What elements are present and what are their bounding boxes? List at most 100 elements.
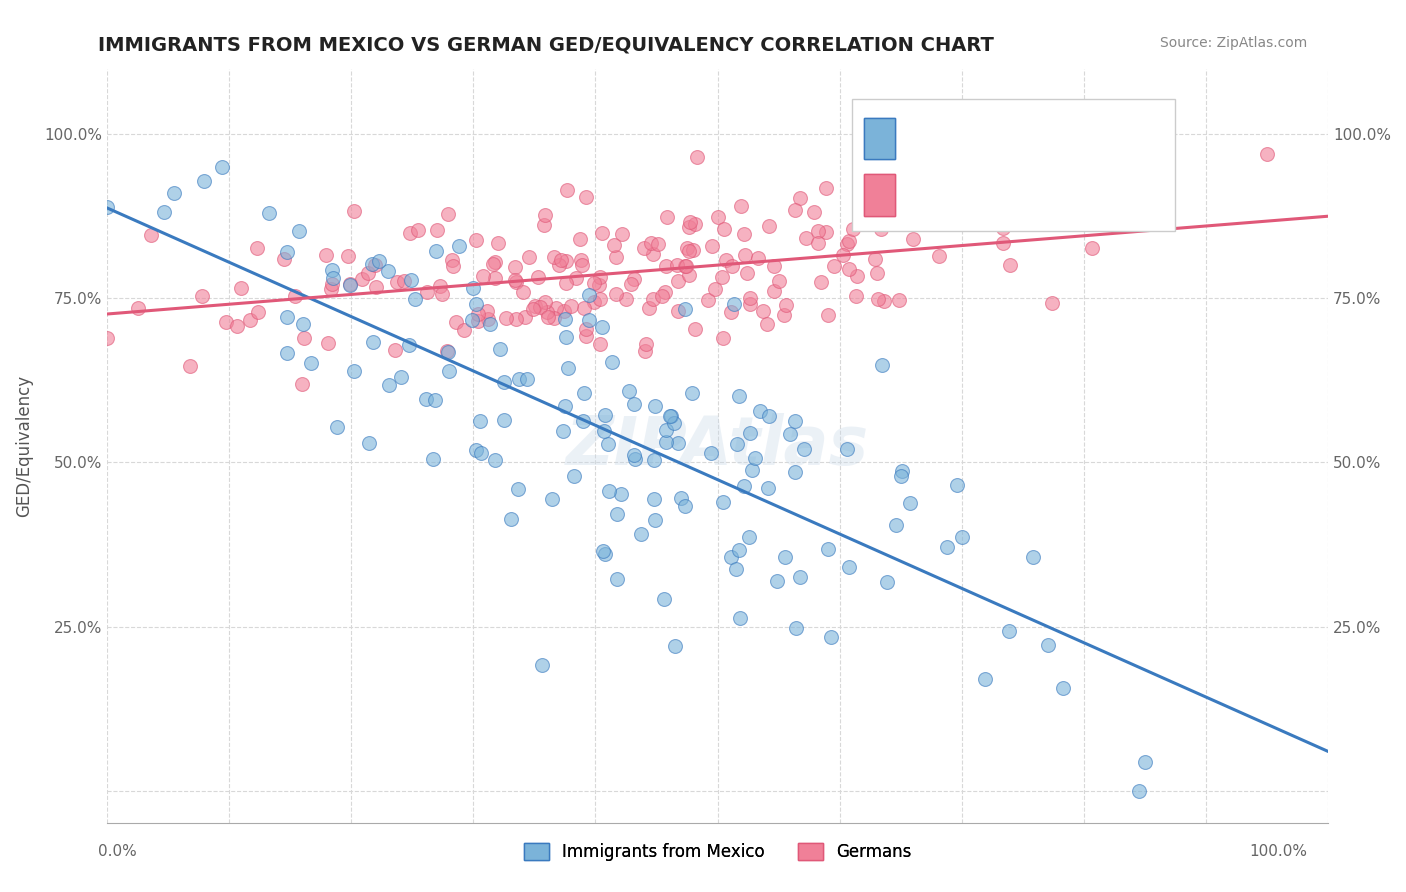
Point [482, 257, 505, 271]
Point [728, 611, 751, 625]
Point [554, 312, 576, 326]
Point [873, 294, 896, 309]
Point [779, 427, 801, 442]
Point [141, 228, 163, 243]
Point [623, 397, 645, 411]
Point [624, 451, 647, 466]
Point [654, 592, 676, 607]
Point [276, 244, 298, 259]
Point [554, 254, 576, 268]
Point [321, 277, 343, 291]
Point [965, 185, 987, 199]
Point [551, 424, 574, 438]
Point [643, 452, 665, 467]
Point [605, 286, 627, 301]
Point [720, 549, 742, 564]
Point [758, 409, 780, 424]
Point [364, 258, 387, 272]
Point [768, 274, 790, 288]
Point [578, 287, 600, 301]
Point [945, 477, 967, 491]
Point [835, 237, 858, 252]
Point [377, 264, 399, 278]
Point [501, 512, 523, 526]
Point [664, 416, 686, 430]
Point [357, 266, 380, 280]
Point [876, 574, 898, 589]
Point [651, 289, 673, 303]
Point [655, 211, 678, 225]
Point [589, 292, 612, 306]
Point [190, 289, 212, 303]
Point [537, 310, 560, 324]
Point [889, 293, 911, 308]
Point [733, 479, 755, 493]
Point [247, 305, 270, 319]
Point [998, 624, 1021, 638]
Point [530, 657, 553, 672]
Point [666, 274, 689, 288]
Point [276, 310, 298, 325]
Text: N =: N = [1053, 186, 1090, 203]
Point [841, 222, 863, 236]
Text: R =: R = [907, 129, 943, 147]
Point [758, 219, 780, 233]
Point [440, 252, 463, 267]
Point [831, 248, 853, 262]
Point [505, 275, 527, 289]
Point [364, 279, 387, 293]
Point [533, 219, 555, 233]
Point [727, 389, 749, 403]
Point [467, 314, 489, 328]
Point [741, 463, 763, 477]
Point [762, 284, 785, 298]
Point [246, 240, 269, 254]
Point [675, 259, 697, 273]
Point [665, 258, 688, 272]
Point [783, 203, 806, 218]
Point [638, 301, 661, 315]
Point [785, 621, 807, 635]
Point [659, 409, 682, 423]
Point [557, 361, 579, 376]
Point [865, 252, 887, 266]
Point [589, 337, 612, 351]
Point [315, 248, 337, 262]
Point [723, 297, 745, 311]
Point [884, 215, 907, 229]
Text: 138: 138 [1099, 129, 1135, 147]
Point [339, 277, 361, 291]
Point [257, 206, 280, 220]
Point [574, 385, 596, 400]
Point [522, 301, 544, 316]
Point [368, 253, 391, 268]
Point [610, 227, 633, 241]
Point [461, 313, 484, 327]
Point [96, 331, 118, 345]
Point [536, 305, 558, 319]
Point [806, 235, 828, 250]
Point [401, 272, 423, 286]
Point [766, 574, 789, 588]
Point [725, 437, 748, 451]
Point [817, 542, 839, 557]
Point [623, 272, 645, 286]
Point [322, 270, 344, 285]
Point [644, 399, 666, 413]
Point [654, 259, 676, 273]
Point [436, 207, 458, 221]
Point [96, 200, 118, 214]
Point [775, 298, 797, 312]
Point [789, 191, 811, 205]
Point [1256, 146, 1278, 161]
Point [1036, 638, 1059, 652]
Point [643, 492, 665, 507]
Point [634, 343, 657, 358]
Point [215, 315, 238, 329]
Point [773, 550, 796, 565]
Point [361, 334, 384, 349]
Point [998, 258, 1021, 272]
Point [543, 310, 565, 325]
FancyBboxPatch shape [852, 99, 1175, 231]
Point [591, 226, 613, 240]
